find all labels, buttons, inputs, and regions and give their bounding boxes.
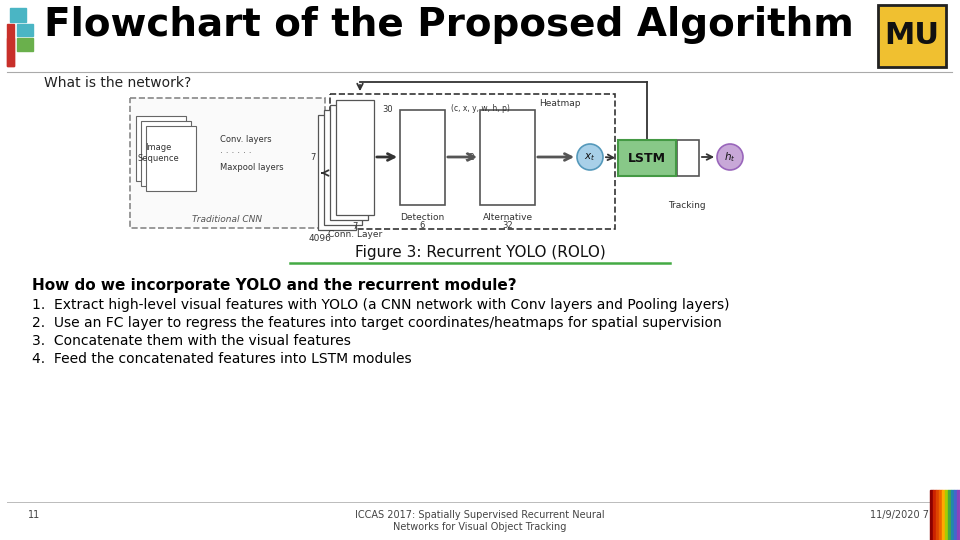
Bar — [957, 490, 960, 540]
Bar — [130, 98, 325, 228]
Text: Conn. Layer: Conn. Layer — [328, 230, 382, 239]
Text: 11: 11 — [28, 510, 40, 520]
Bar — [878, 5, 946, 67]
Bar — [17, 38, 33, 51]
Bar — [936, 490, 939, 540]
Bar — [951, 490, 954, 540]
Bar — [948, 490, 951, 540]
Bar — [17, 24, 33, 36]
Text: Conv. layers: Conv. layers — [220, 136, 272, 145]
Text: Flowchart of the Proposed Algorithm: Flowchart of the Proposed Algorithm — [44, 6, 853, 44]
Bar — [933, 490, 936, 540]
Bar — [480, 110, 535, 205]
Bar — [939, 490, 942, 540]
Text: 30: 30 — [382, 105, 393, 114]
Bar — [954, 490, 957, 540]
Text: Heatmap: Heatmap — [540, 99, 581, 108]
Bar — [146, 126, 196, 191]
Circle shape — [717, 144, 743, 170]
Text: 2.  Use an FC layer to regress the features into target coordinates/heatmaps for: 2. Use an FC layer to regress the featur… — [32, 316, 722, 330]
Text: (c, x, y, w, h, p): (c, x, y, w, h, p) — [450, 104, 510, 113]
Text: 7: 7 — [311, 152, 316, 161]
Text: Maxpool layers: Maxpool layers — [220, 164, 283, 172]
Circle shape — [577, 144, 603, 170]
Text: 6: 6 — [420, 221, 425, 230]
Bar — [330, 94, 615, 229]
Bar — [618, 140, 676, 176]
Bar — [878, 5, 946, 67]
Bar — [400, 110, 445, 205]
Text: 3.  Concatenate them with the visual features: 3. Concatenate them with the visual feat… — [32, 334, 350, 348]
Text: · · · · · ·: · · · · · · — [220, 150, 252, 159]
Text: Detection: Detection — [400, 213, 444, 222]
Bar — [336, 100, 374, 215]
Text: 7: 7 — [352, 222, 358, 231]
Bar — [7, 38, 14, 66]
Bar — [141, 121, 191, 186]
Text: 4.  Feed the concatenated features into LSTM modules: 4. Feed the concatenated features into L… — [32, 352, 412, 366]
Bar — [945, 490, 948, 540]
Text: Traditional CNN: Traditional CNN — [192, 215, 263, 224]
Text: How do we incorporate YOLO and the recurrent module?: How do we incorporate YOLO and the recur… — [32, 278, 516, 293]
Text: LSTM: LSTM — [628, 152, 666, 165]
Bar — [324, 110, 362, 225]
Text: MU: MU — [884, 22, 940, 51]
Text: 11/9/2020 7:18 PM: 11/9/2020 7:18 PM — [870, 510, 960, 520]
Text: 32: 32 — [465, 153, 475, 162]
Bar — [136, 116, 186, 181]
Text: Tracking: Tracking — [668, 201, 706, 210]
Bar — [10, 8, 26, 22]
Text: ICCAS 2017: Spatially Supervised Recurrent Neural
Networks for Visual Object Tra: ICCAS 2017: Spatially Supervised Recurre… — [355, 510, 605, 531]
Text: What is the network?: What is the network? — [44, 76, 191, 90]
Bar — [330, 105, 368, 220]
Text: 32: 32 — [502, 221, 513, 230]
Text: 1.  Extract high-level visual features with YOLO (a CNN network with Conv layers: 1. Extract high-level visual features wi… — [32, 298, 730, 312]
Bar — [677, 140, 699, 176]
Bar — [318, 115, 356, 230]
Text: $h_t$: $h_t$ — [724, 150, 735, 164]
Text: Figure 3: Recurrent YOLO (ROLO): Figure 3: Recurrent YOLO (ROLO) — [354, 245, 606, 260]
Bar — [7, 24, 14, 66]
Text: Alternative: Alternative — [483, 213, 533, 222]
Text: Image
Sequence: Image Sequence — [137, 143, 179, 163]
Text: 4096: 4096 — [308, 234, 331, 243]
Bar — [942, 490, 945, 540]
Text: $x_t$: $x_t$ — [585, 151, 596, 163]
Bar — [930, 490, 933, 540]
